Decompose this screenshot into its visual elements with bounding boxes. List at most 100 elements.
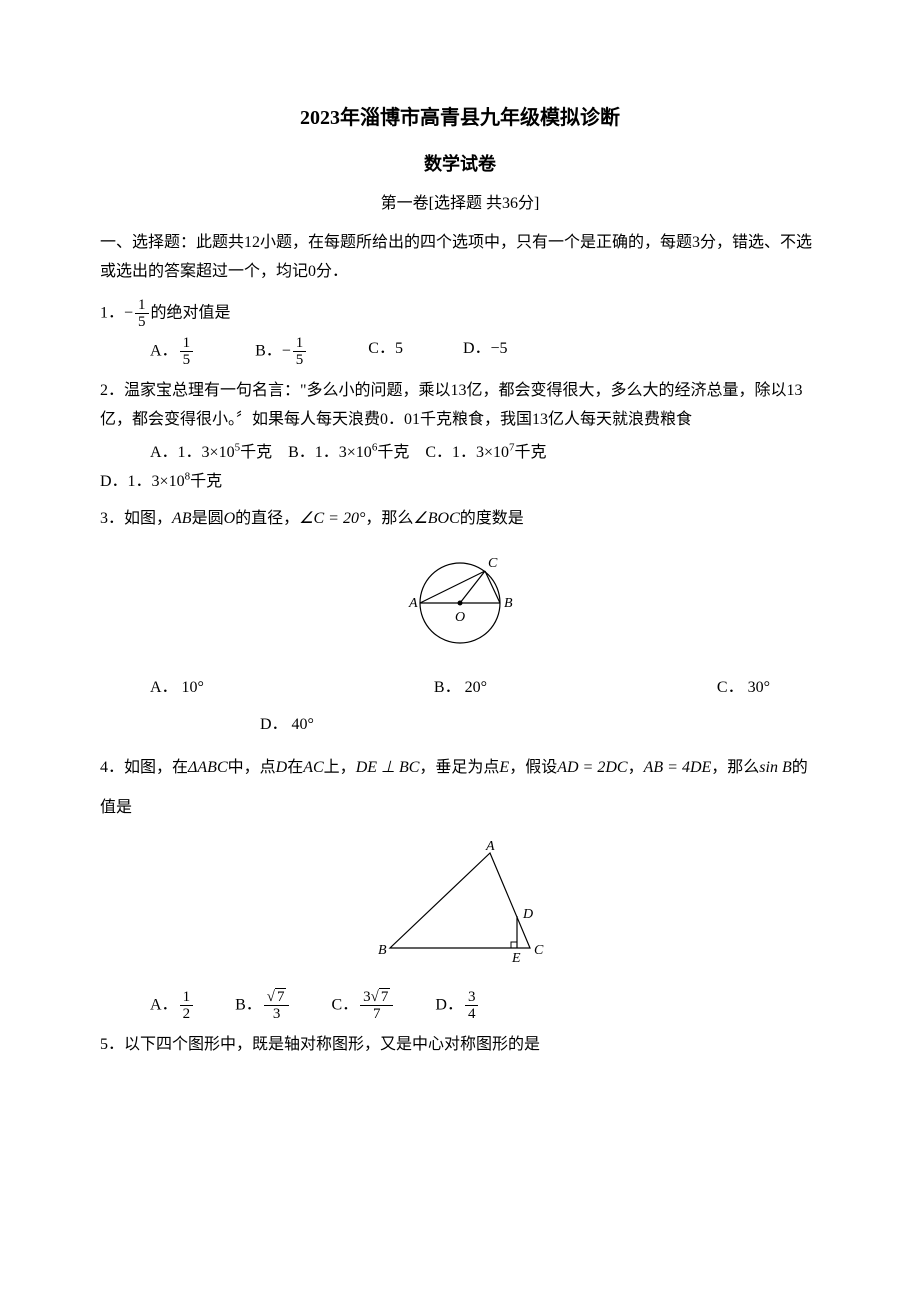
frac-den: 2 <box>180 1006 194 1023</box>
q1-opt-d: D．−5 <box>463 335 508 369</box>
q4-opt-b: B．√73 <box>235 989 291 1023</box>
text: ，垂足为点 <box>419 759 499 776</box>
svg-text:C: C <box>488 556 498 571</box>
opt-label: D．1．3×10 <box>100 473 185 490</box>
frac-den: 3 <box>264 1006 290 1023</box>
expr: AD = 2DC <box>557 759 627 776</box>
q4-options: A．12 B．√73 C．3√77 D．34 <box>100 989 820 1023</box>
q2-opt-b: B．1．3×106千克 <box>288 444 409 461</box>
var-e: E <box>499 759 509 776</box>
q4-opt-d: D．34 <box>435 989 480 1023</box>
q1-neg: − <box>124 304 133 321</box>
opt-label: B． <box>235 996 262 1013</box>
var-d: D <box>276 759 288 776</box>
q4-figure: A B C D E <box>100 838 820 979</box>
opt-label: A． <box>150 996 178 1013</box>
coef: 3 <box>363 989 371 1005</box>
frac-num: 3√7 <box>360 989 393 1007</box>
q4-stem: 4．如图，在ΔABC中，点D在AC上，DE ⊥ BC，垂足为点E，假设AD = … <box>100 748 820 828</box>
text: 是圆 <box>192 510 224 527</box>
circle-diagram-icon: A B C O <box>385 543 535 653</box>
frac-num: 1 <box>180 335 194 353</box>
question-3: 3．如图，AB是圆O的直径，∠C = 20°，那么∠BOC的度数是 A B C … <box>100 505 820 740</box>
q2-stem: 2．温家宝总理有一句名言："多么小的问题，乘以13亿，都会变得很大，多么大的经济… <box>100 377 820 435</box>
svg-text:A: A <box>485 839 495 854</box>
svg-text:C: C <box>534 943 544 958</box>
q3-options-row1: A． 10° B． 20° C． 30° <box>100 674 820 703</box>
text: 在 <box>287 759 303 776</box>
expr: ∠BOC <box>413 510 459 527</box>
frac-num: √7 <box>264 989 290 1007</box>
opt-label: A． <box>150 342 178 359</box>
question-5: 5．以下四个图形中，既是轴对称图形，又是中心对称图形的是 <box>100 1031 820 1060</box>
frac-num: 3 <box>465 989 479 1007</box>
q4-opt-c: C．3√77 <box>331 989 395 1023</box>
text: 上， <box>324 759 356 776</box>
text: 的度数是 <box>460 510 524 527</box>
question-2: 2．温家宝总理有一句名言："多么小的问题，乘以13亿，都会变得很大，多么大的经济… <box>100 377 820 497</box>
frac-den: 4 <box>465 1006 479 1023</box>
section-info: 第一卷[选择题 共36分] <box>100 190 820 219</box>
neg: − <box>282 342 291 359</box>
q2-opt-d-row: D．1．3×108千克 <box>100 468 820 497</box>
q1-stem-text: 的绝对值是 <box>151 304 231 321</box>
text: 的直径， <box>235 510 299 527</box>
tail: 千克 <box>240 444 272 461</box>
text: ， <box>628 759 644 776</box>
q5-stem: 5．以下四个图形中，既是轴对称图形，又是中心对称图形的是 <box>100 1031 820 1060</box>
tail: 千克 <box>377 444 409 461</box>
frac: 15 <box>180 335 194 369</box>
text: ，那么 <box>711 759 759 776</box>
radicand: 7 <box>379 988 391 1005</box>
q1-opt-a: A．15 <box>150 335 195 369</box>
expr: ∠C = 20° <box>299 510 365 527</box>
svg-text:B: B <box>378 943 387 958</box>
q3-opt-b: B． 20° <box>434 674 487 703</box>
expr: DE ⊥ BC <box>356 759 420 776</box>
expr: sin B <box>759 759 791 776</box>
frac-num: 1 <box>135 297 149 315</box>
exam-subtitle: 数学试卷 <box>100 148 820 180</box>
opt-label: C．1．3×10 <box>425 444 509 461</box>
q3-opt-a: A． 10° <box>150 674 204 703</box>
svg-text:A: A <box>408 596 418 611</box>
question-1: 1．−15的绝对值是 A．15 B．−15 C．5 D．−5 <box>100 297 820 369</box>
q2-options: A．1．3×105千克 B．1．3×106千克 C．1．3×107千克 <box>100 438 820 467</box>
q3-figure: A B C O <box>100 543 820 664</box>
instructions: 一、选择题：此题共12小题，在每题所给出的四个选项中，只有一个是正确的，每题3分… <box>100 229 820 287</box>
expr: AB = 4DE <box>644 759 712 776</box>
q2-opt-d: D．1．3×108千克 <box>100 473 222 490</box>
svg-text:O: O <box>455 610 465 625</box>
opt-label: C． <box>331 996 358 1013</box>
text: 中，点 <box>228 759 276 776</box>
frac-den: 5 <box>135 314 149 331</box>
opt-label: B． <box>255 342 282 359</box>
expr: ΔABC <box>188 759 228 776</box>
opt-label: B．1．3×10 <box>288 444 372 461</box>
q3-opt-d: D． 40° <box>260 716 314 733</box>
frac: 15 <box>293 335 307 369</box>
frac-den: 5 <box>293 352 307 369</box>
q3-options-row2: D． 40° <box>100 711 820 740</box>
opt-label: D． <box>435 996 463 1013</box>
q2-opt-a: A．1．3×105千克 <box>150 444 272 461</box>
svg-text:D: D <box>522 907 533 922</box>
text: ，假设 <box>509 759 557 776</box>
question-4: 4．如图，在ΔABC中，点D在AC上，DE ⊥ BC，垂足为点E，假设AD = … <box>100 748 820 1023</box>
radicand: 7 <box>275 988 287 1005</box>
var-ab: AB <box>172 510 192 527</box>
tail: 千克 <box>190 473 222 490</box>
var-o: O <box>224 510 236 527</box>
text: 4．如图，在 <box>100 759 188 776</box>
frac: 12 <box>180 989 194 1023</box>
frac: √73 <box>264 989 290 1023</box>
text: ，那么 <box>365 510 413 527</box>
triangle-diagram-icon: A B C D E <box>360 838 560 968</box>
var-ac: AC <box>303 759 323 776</box>
opt-label: A．1．3×10 <box>150 444 235 461</box>
q1-options: A．15 B．−15 C．5 D．−5 <box>100 335 820 369</box>
q3-stem: 3．如图，AB是圆O的直径，∠C = 20°，那么∠BOC的度数是 <box>100 505 820 534</box>
q2-opt-c: C．1．3×107千克 <box>425 444 546 461</box>
q1-opt-c: C．5 <box>368 335 403 369</box>
frac: 3√77 <box>360 989 393 1023</box>
